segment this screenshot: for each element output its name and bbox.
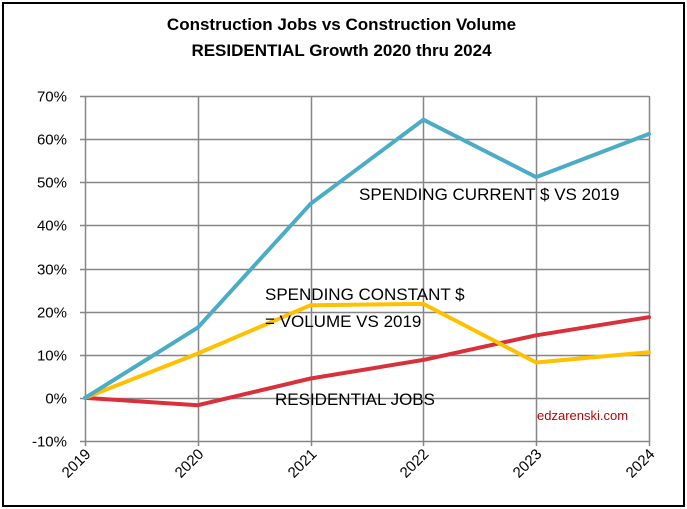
gridlines	[80, 95, 651, 446]
y-axis-ticks: -10% 0% 10% 20% 30% 40% 50% 60% 70%	[32, 89, 67, 451]
x-tick-label: 2021	[285, 446, 321, 482]
y-tick-label: 10%	[37, 348, 67, 365]
y-tick-label: 0%	[45, 391, 67, 408]
y-tick-label: 60%	[37, 132, 67, 149]
chart-title-block: Construction Jobs vs Construction Volume…	[0, 12, 683, 64]
chart-title: Construction Jobs vs Construction Volume	[166, 15, 517, 34]
y-tick-label: 50%	[37, 175, 67, 192]
watermark: edzarenski.com	[537, 408, 628, 423]
x-tick-label: 2023	[510, 446, 546, 482]
annotation-constant-line1: SPENDING CONSTANT $	[265, 285, 465, 304]
series-line-spending-constant	[83, 301, 651, 400]
x-axis-ticks: 2019 2020 2021 2022 2023 2024	[59, 446, 659, 482]
chart-subtitle: RESIDENTIAL Growth 2020 thru 2024	[191, 41, 492, 60]
y-tick-label: 30%	[37, 262, 67, 279]
y-tick-label: 20%	[37, 305, 67, 322]
annotation-constant-line2: = VOLUME VS 2019	[265, 312, 421, 331]
annotation-current: SPENDING CURRENT $ VS 2019	[359, 185, 619, 204]
y-tick-label: -10%	[32, 434, 67, 451]
series-lines	[83, 117, 651, 408]
x-tick-label: 2024	[623, 446, 659, 482]
x-tick-label: 2019	[59, 446, 95, 482]
x-tick-label: 2022	[397, 446, 433, 482]
series-line-spending-current	[83, 117, 651, 400]
y-tick-label: 70%	[37, 89, 67, 106]
y-tick-label: 40%	[37, 218, 67, 235]
annotations: SPENDING CURRENT $ VS 2019 SPENDING CONS…	[265, 185, 628, 423]
x-tick-label: 2020	[172, 446, 208, 482]
annotation-jobs: RESIDENTIAL JOBS	[275, 390, 435, 409]
series-line-residential-jobs	[83, 315, 651, 408]
